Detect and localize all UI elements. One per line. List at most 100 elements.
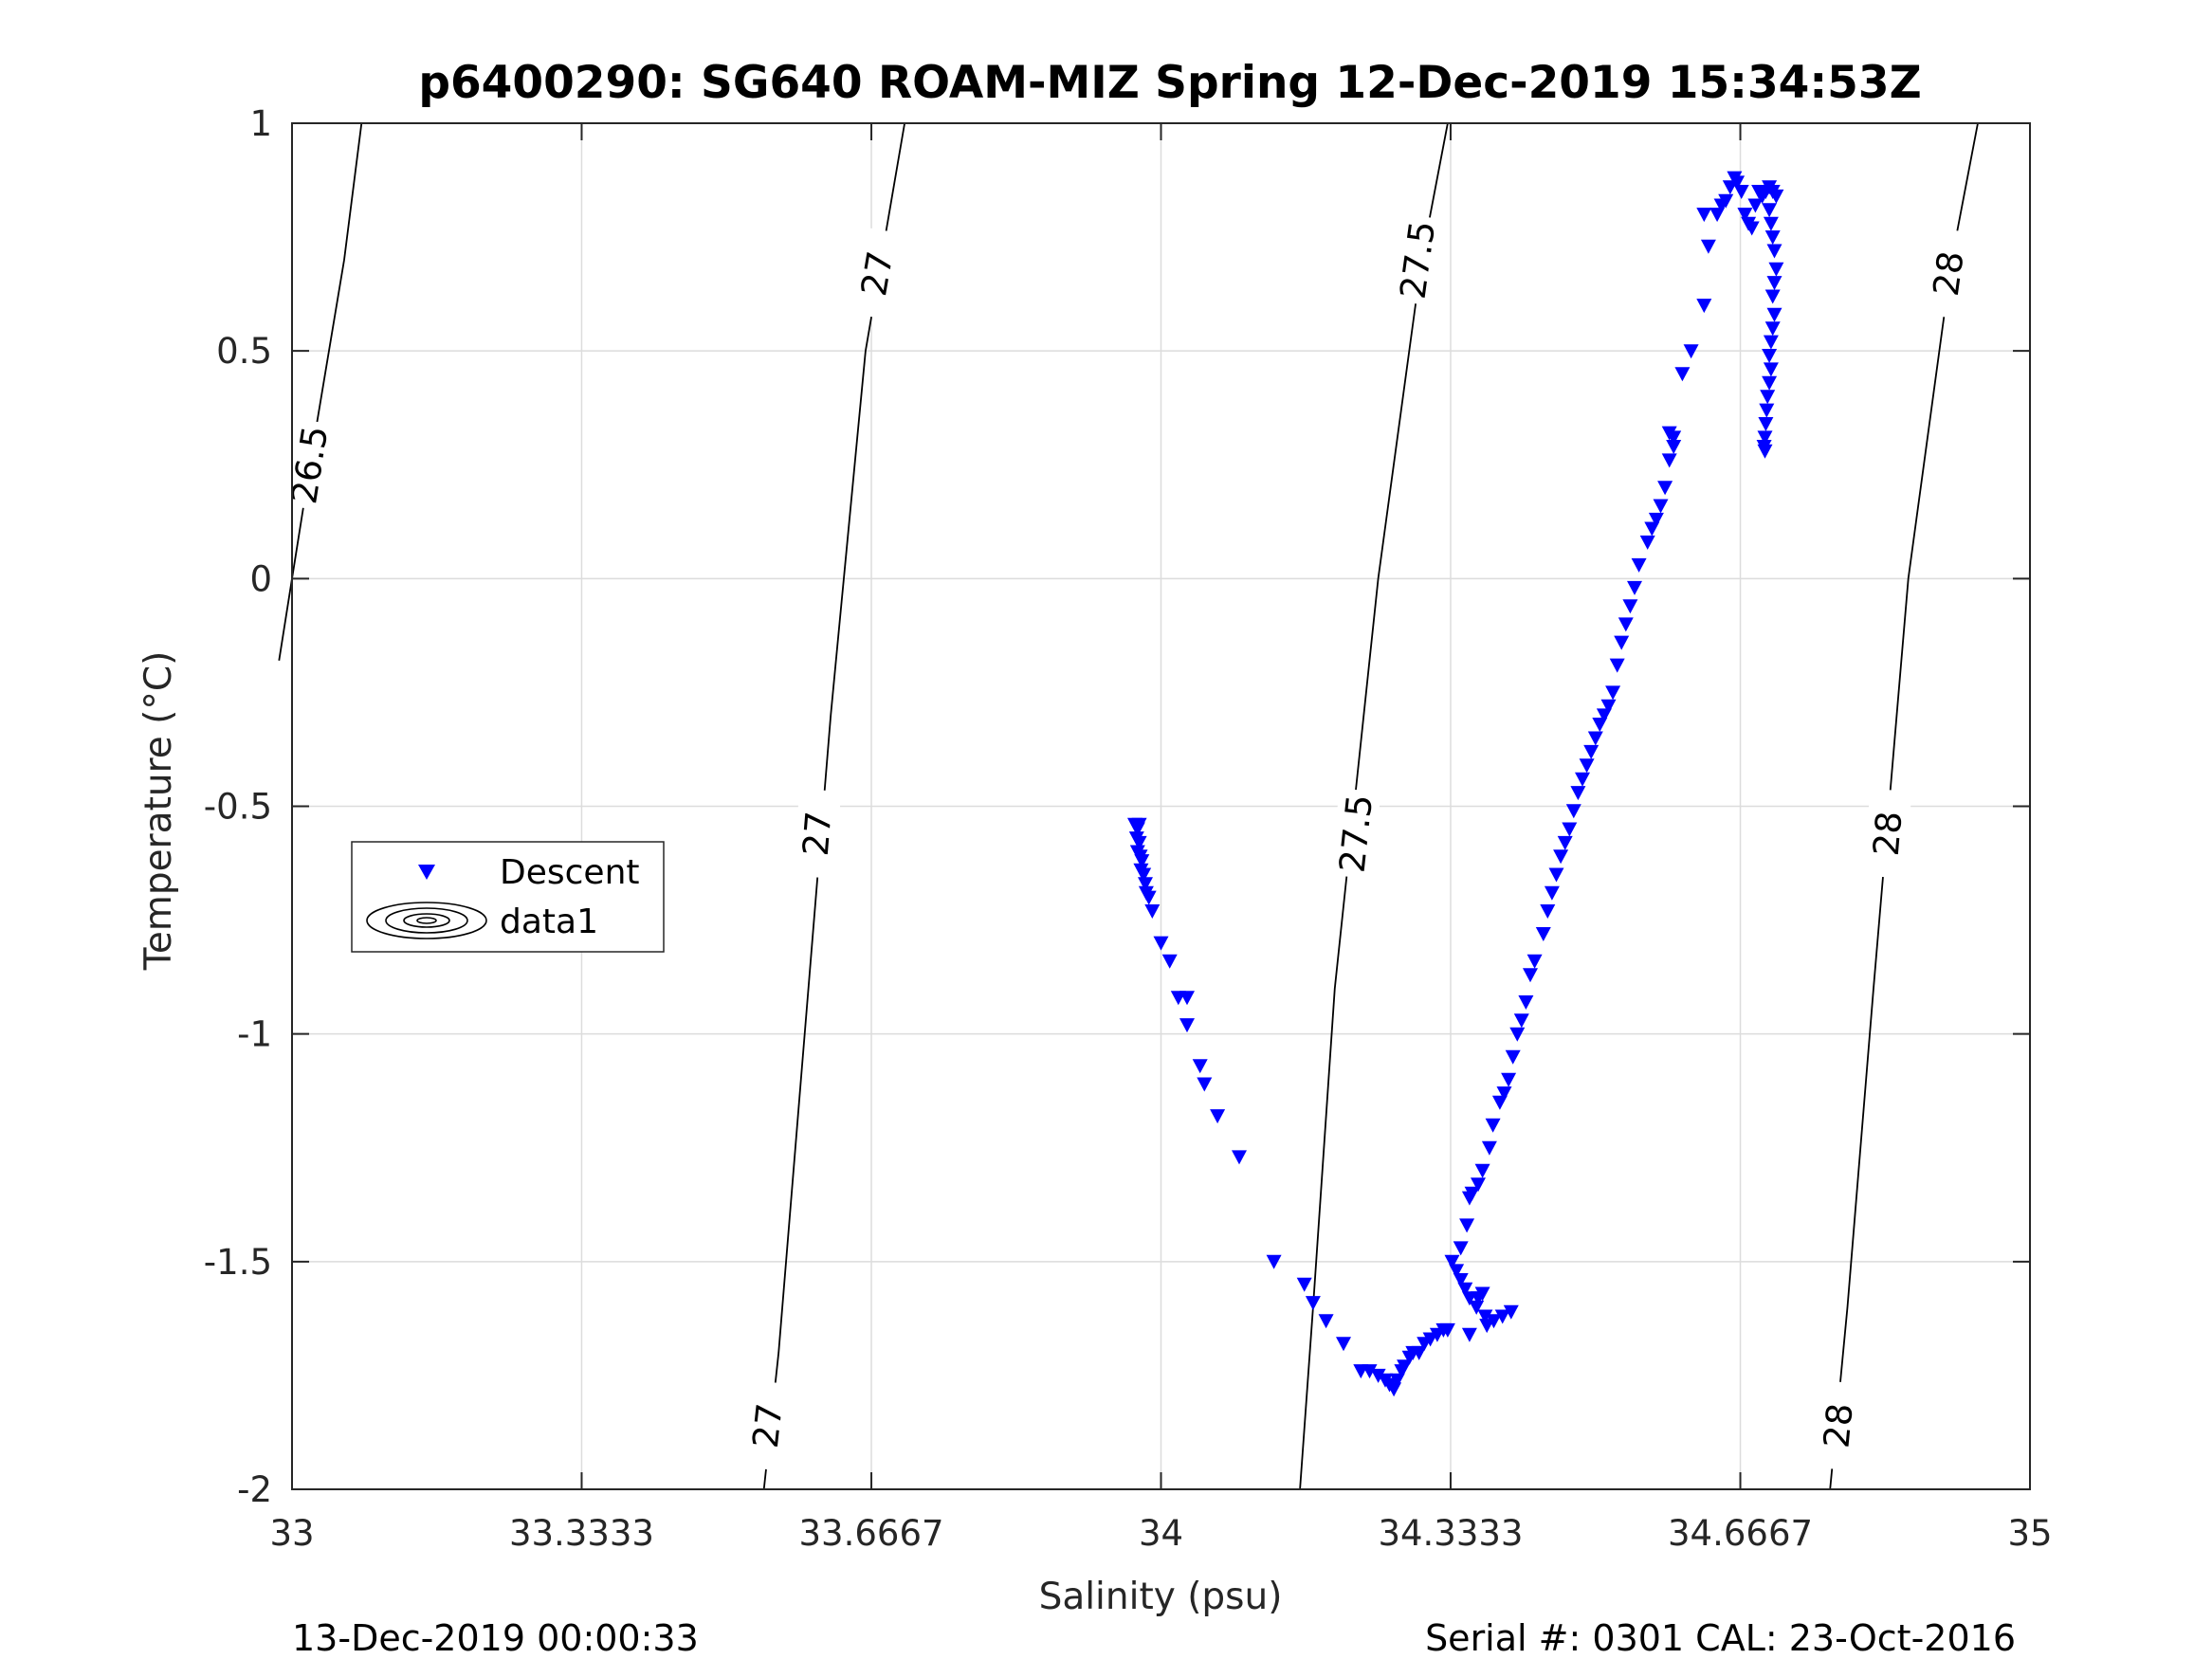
descent-point	[1444, 1254, 1460, 1269]
descent-point	[1362, 1364, 1378, 1379]
contour-label-bg	[741, 1379, 794, 1471]
descent-point	[1768, 262, 1784, 277]
descent-point	[1540, 904, 1556, 919]
descent-point	[1583, 744, 1600, 759]
x-tick-label: 34	[1139, 1513, 1183, 1554]
descent-point	[1526, 954, 1543, 969]
chart-title: p6400290: SG640 ROAM-MIZ Spring 12-Dec-2…	[418, 57, 1921, 109]
descent-point	[1479, 1319, 1495, 1334]
descent-point	[1562, 822, 1578, 837]
legend-data1-label: data1	[500, 902, 598, 941]
descent-point	[1764, 321, 1781, 337]
descent-point	[1760, 390, 1776, 405]
descent-point	[1131, 835, 1147, 850]
descent-point	[1766, 307, 1782, 322]
y-tick-label: -2	[237, 1469, 272, 1510]
footer-timestamp: 13-Dec-2019 00:00:33	[292, 1617, 699, 1659]
descent-point	[1565, 804, 1581, 819]
descent-point	[1457, 1282, 1473, 1297]
y-tick-label: 1	[249, 103, 272, 144]
descent-point	[1192, 1059, 1208, 1074]
descent-point	[1318, 1314, 1334, 1329]
descent-point	[1762, 349, 1778, 363]
x-tick-label: 35	[2007, 1513, 2052, 1554]
descent-point	[1144, 904, 1161, 919]
descent-point	[1729, 175, 1746, 191]
descent-point	[1481, 1140, 1497, 1156]
descent-series	[1127, 171, 1784, 1397]
descent-point	[1461, 1327, 1477, 1342]
descent-point	[1397, 1359, 1413, 1375]
contour-label: 28	[1926, 248, 1972, 298]
descent-point	[1762, 375, 1778, 391]
contour-label-bg	[282, 418, 338, 512]
descent-point	[1744, 221, 1760, 236]
x-tick-label: 33.3333	[509, 1513, 654, 1554]
descent-point	[1544, 885, 1560, 901]
contour-label-bg	[792, 788, 842, 879]
descent-point	[1553, 849, 1569, 865]
descent-point	[1605, 685, 1621, 701]
descent-point	[1683, 344, 1699, 359]
descent-point	[1648, 512, 1664, 527]
descent-point	[1474, 1286, 1490, 1302]
contour-label-bg	[1330, 788, 1381, 880]
contour-label-bg	[1813, 1379, 1863, 1471]
descent-point	[1718, 193, 1734, 209]
descent-point	[1696, 299, 1712, 314]
contour-label-group: 28	[1921, 227, 1975, 320]
x-tick-label: 34.6667	[1668, 1513, 1813, 1554]
descent-point	[1153, 936, 1169, 951]
descent-point	[1370, 1368, 1386, 1383]
descent-point	[1609, 658, 1625, 673]
descent-point	[1136, 867, 1152, 883]
descent-point	[1766, 276, 1782, 291]
descent-point	[1661, 426, 1677, 441]
descent-point	[1305, 1296, 1321, 1311]
descent-point	[1557, 835, 1573, 850]
contour-label-group: 27.5	[1390, 213, 1444, 306]
legend-contour-marker	[366, 902, 487, 939]
legend-descent-label: Descent	[500, 853, 640, 892]
descent-point	[1453, 1241, 1469, 1256]
contour-label: 27	[795, 810, 840, 857]
descent-point	[1296, 1277, 1312, 1292]
descent-point	[1453, 1273, 1469, 1287]
descent-point	[1661, 453, 1677, 468]
contour-label-group: 27	[792, 788, 842, 879]
descent-point	[1570, 786, 1586, 801]
descent-point	[1575, 772, 1590, 787]
y-tick-label: -0.5	[204, 787, 272, 828]
descent-point	[1757, 444, 1773, 459]
contour-label: 27.5	[1332, 793, 1381, 874]
descent-point	[1653, 499, 1669, 514]
descent-point	[1513, 1013, 1529, 1029]
descent-point	[1138, 877, 1153, 892]
descent-point	[1474, 1163, 1490, 1178]
contour-label-group: 27.5	[1330, 788, 1381, 880]
descent-point	[1523, 968, 1538, 983]
descent-point	[1469, 1300, 1485, 1315]
descent-point	[1411, 1345, 1427, 1360]
descent-point	[1764, 230, 1781, 246]
descent-point	[1197, 1077, 1213, 1092]
contour-label-group: 27	[849, 227, 905, 320]
descent-point	[1459, 1218, 1475, 1233]
descent-point	[1759, 403, 1775, 418]
contour-label: 27	[745, 1401, 791, 1449]
descent-point	[1587, 731, 1603, 746]
descent-point	[1439, 1322, 1455, 1338]
descent-point	[1768, 189, 1784, 204]
contour-label: 28	[1816, 1401, 1860, 1449]
descent-point	[1657, 481, 1673, 496]
descent-point	[1496, 1086, 1512, 1102]
contour-label-group: 27	[741, 1379, 794, 1471]
descent-point	[1763, 216, 1779, 231]
x-tick-label: 33	[269, 1513, 314, 1554]
descent-point	[1614, 635, 1630, 650]
descent-point	[1232, 1150, 1247, 1165]
descent-point	[1666, 440, 1682, 454]
descent-point	[1486, 1314, 1502, 1329]
x-axis-label: Salinity (psu)	[1039, 1576, 1283, 1618]
descent-point	[1535, 927, 1551, 941]
